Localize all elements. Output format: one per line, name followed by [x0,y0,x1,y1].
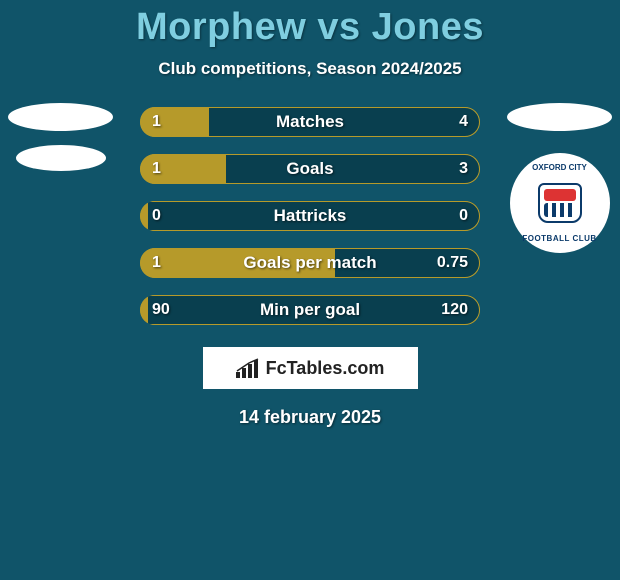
metric-label: Min per goal [260,300,360,320]
date-text: 14 february 2025 [0,407,620,428]
bars-chart-icon [236,358,260,378]
metric-bar: 90 Min per goal 120 [140,295,480,325]
metric-bar: 1 Matches 4 [140,107,480,137]
shield-icon [538,183,582,223]
metric-value-right: 0.75 [437,254,468,272]
subtitle: Club competitions, Season 2024/2025 [0,59,620,79]
metric-value-right: 4 [459,113,468,131]
metric-value-right: 0 [459,207,468,225]
comparison-content: OXFORD CITY FOOTBALL CLUB 1 Matches 4 1 Goal… [0,107,620,325]
bar-segment-left [140,295,147,325]
bar-segment-left [140,201,147,231]
club-badge-oxford-city: OXFORD CITY FOOTBALL CLUB [510,153,610,253]
metric-label: Goals [286,159,333,179]
metric-value-left: 1 [152,160,161,178]
placeholder-badge-icon [16,145,106,171]
metric-value-left: 1 [152,113,161,131]
metric-value-left: 1 [152,254,161,272]
metric-value-right: 120 [441,301,468,319]
metric-value-left: 0 [152,207,161,225]
metric-bars: 1 Matches 4 1 Goals 3 0 Hattricks 0 1 Goals per ma… [140,107,480,325]
attribution: FcTables.com [203,347,418,389]
metric-label: Goals per match [243,253,376,273]
page-title: Morphew vs Jones [0,0,620,49]
metric-value-left: 90 [152,301,170,319]
metric-label: Matches [276,112,344,132]
bar-segment-left [140,107,208,137]
left-player-badges [8,103,113,171]
placeholder-badge-icon [8,103,113,131]
metric-bar: 1 Goals per match 0.75 [140,248,480,278]
club-badge-bottom-text: FOOTBALL CLUB [522,234,596,243]
placeholder-badge-icon [507,103,612,131]
club-badge-top-text: OXFORD CITY [532,163,587,172]
right-player-badges: OXFORD CITY FOOTBALL CLUB [507,103,612,253]
metric-value-right: 3 [459,160,468,178]
metric-bar: 0 Hattricks 0 [140,201,480,231]
attribution-text: FcTables.com [266,358,385,379]
metric-bar: 1 Goals 3 [140,154,480,184]
bar-segment-right [225,154,480,184]
metric-label: Hattricks [274,206,347,226]
